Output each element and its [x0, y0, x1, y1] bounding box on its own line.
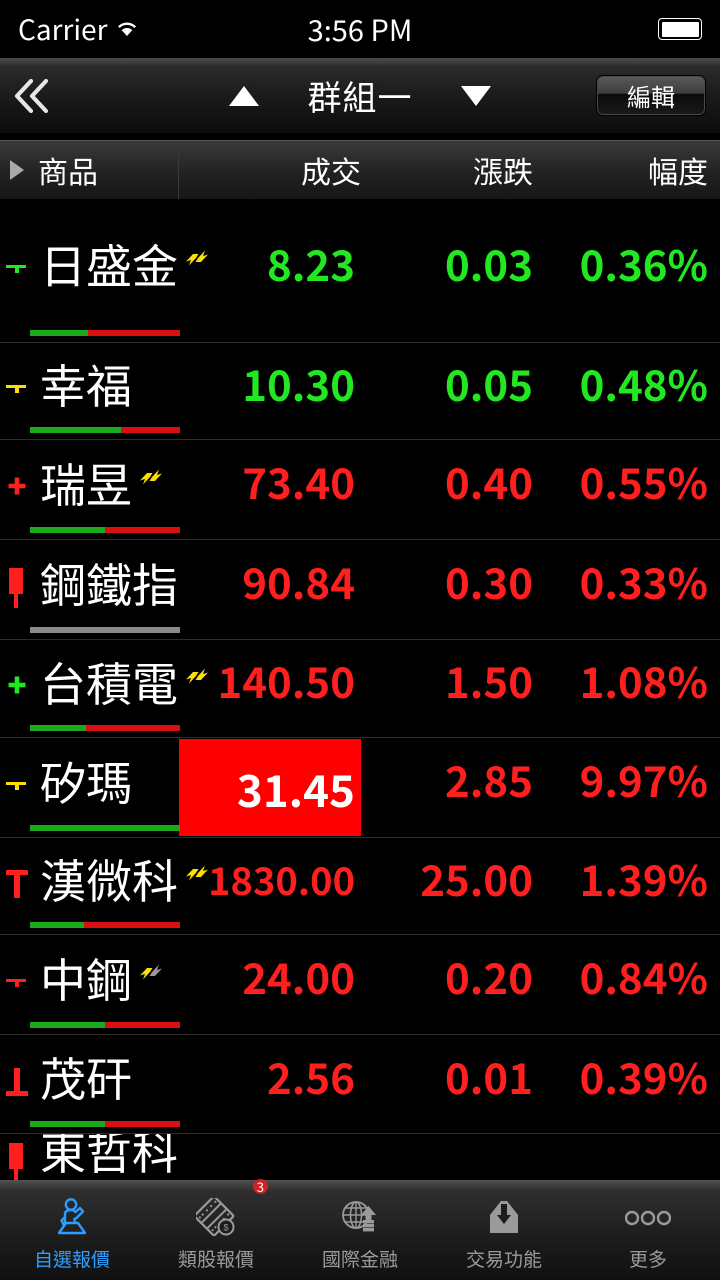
svg-text:$: $: [223, 1222, 228, 1232]
